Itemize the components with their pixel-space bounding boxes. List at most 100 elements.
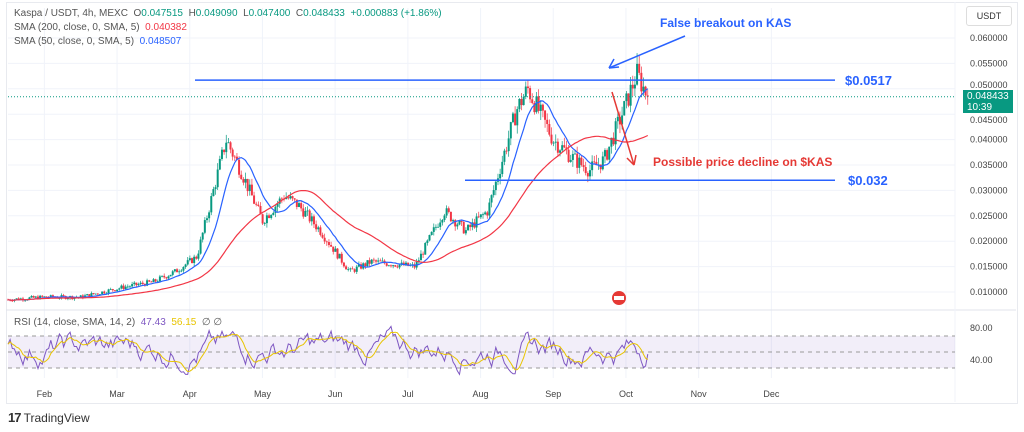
candle [214, 187, 217, 190]
candle [469, 224, 472, 228]
candle [287, 197, 290, 199]
candle [454, 220, 457, 227]
rsi-extra: ∅ ∅ [201, 317, 223, 328]
candle [96, 293, 99, 295]
candle [176, 269, 179, 273]
candle [576, 153, 579, 168]
candle [377, 260, 380, 262]
candle [128, 286, 131, 288]
candle [248, 184, 251, 192]
candle [94, 293, 97, 295]
candle [43, 296, 46, 298]
candle [274, 206, 277, 213]
candle [479, 214, 482, 218]
x-tick-label: Apr [183, 389, 197, 399]
decline-label: Possible price decline on $KAS [653, 155, 832, 169]
candle [148, 280, 151, 282]
candle [398, 264, 401, 268]
tradingview-icon: 17 [8, 410, 22, 425]
rsi-value: 47.43 [140, 317, 166, 328]
candle [520, 99, 523, 106]
x-tick-label: Dec [763, 389, 780, 399]
tradingview-logo[interactable]: 17 TradingView [8, 410, 90, 425]
candle [571, 153, 574, 160]
candle [334, 248, 337, 252]
sma50-legend[interactable]: SMA (50, close, 0, SMA, 5) 0.048507 [14, 36, 181, 47]
candle [347, 269, 350, 270]
candle [272, 212, 275, 215]
candle [625, 93, 628, 102]
candle [161, 275, 164, 277]
rsi-tick-label: 40.00 [970, 355, 993, 365]
last-price: 0.048433 [967, 91, 1009, 102]
candle [218, 158, 221, 170]
candle [259, 205, 262, 215]
candle [208, 212, 211, 219]
candle [223, 149, 226, 153]
candle [325, 241, 328, 243]
candle [578, 157, 581, 168]
candle [355, 266, 358, 272]
y-tick-label: 0.055000 [970, 58, 1008, 68]
candle [629, 84, 632, 106]
candle [593, 161, 596, 163]
candle [297, 203, 300, 207]
candle [582, 165, 585, 168]
candle [323, 237, 326, 242]
close-value: 0.048433 [303, 8, 345, 19]
candle [426, 240, 429, 244]
candle [205, 218, 208, 221]
currency-button[interactable]: USDT [966, 6, 1012, 26]
candle [289, 196, 292, 199]
decline-arrow [611, 91, 635, 166]
candle [407, 262, 410, 266]
candle [340, 253, 343, 263]
candle [612, 137, 615, 145]
sma200-label: SMA (200, close, 0, SMA, 5) [14, 22, 140, 33]
candle [225, 142, 228, 153]
candle [220, 149, 223, 159]
candle [569, 159, 572, 162]
candle [445, 208, 448, 216]
sma200-value: 0.040382 [145, 22, 187, 33]
y-tick-label: 0.010000 [970, 287, 1008, 297]
candle [276, 203, 279, 207]
x-tick-label: Oct [619, 389, 634, 399]
resistance-label: $0.0517 [845, 73, 892, 88]
candle [295, 199, 298, 207]
y-tick-label: 0.050000 [970, 80, 1008, 90]
candle [595, 161, 598, 166]
candle [345, 266, 348, 270]
candle [631, 84, 634, 89]
candle [452, 220, 455, 222]
candle [308, 210, 311, 222]
candle [51, 295, 54, 298]
candle [182, 266, 185, 271]
candle [484, 212, 487, 215]
candle [623, 101, 626, 116]
candle [640, 72, 643, 92]
candle [475, 216, 478, 228]
candle [304, 211, 307, 217]
candle [270, 214, 273, 218]
candle [86, 294, 89, 296]
candle [366, 260, 369, 267]
sma50-label: SMA (50, close, 0, SMA, 5) [14, 36, 135, 47]
candle [550, 134, 553, 144]
candle [514, 113, 517, 126]
candle [544, 110, 547, 120]
candle [332, 246, 335, 252]
candle [34, 296, 37, 298]
candle [150, 281, 153, 283]
candle [524, 86, 527, 97]
candle [482, 214, 485, 216]
sma200-legend[interactable]: SMA (200, close, 0, SMA, 5) 0.040382 [14, 22, 187, 33]
candle [385, 263, 388, 266]
candle [263, 223, 266, 224]
candle [449, 211, 452, 222]
candle [131, 284, 134, 287]
candle [471, 222, 474, 228]
rsi-legend[interactable]: RSI (14, close, SMA, 14, 2) 47.43 56.15 … [14, 317, 222, 328]
